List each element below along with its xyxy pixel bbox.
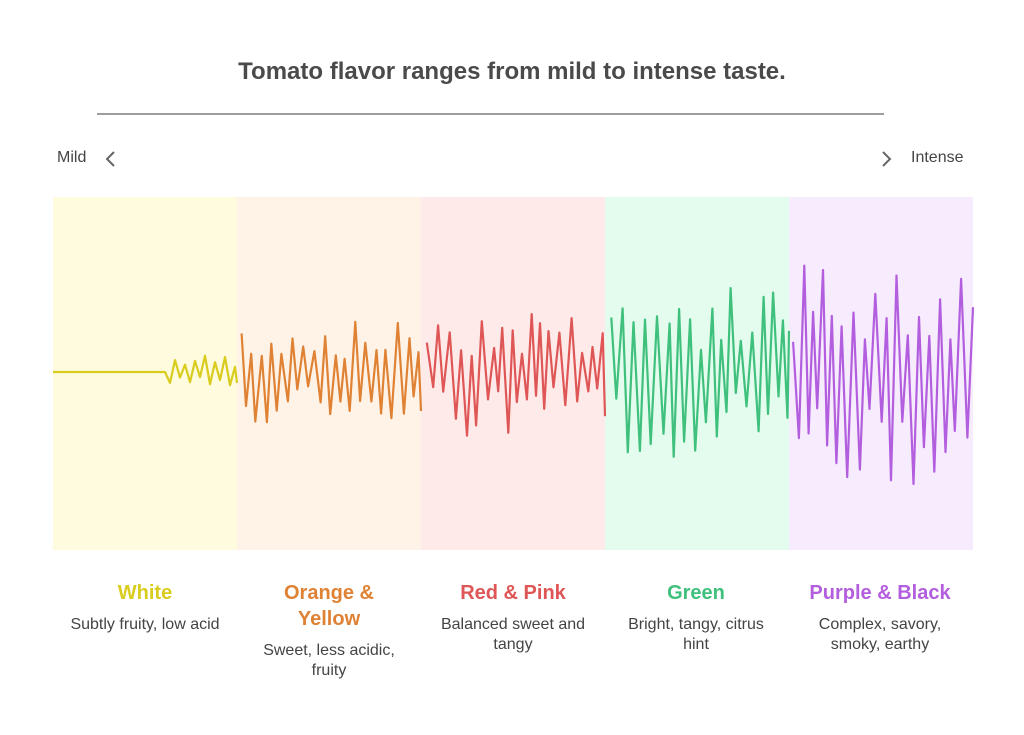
- category-name: Purple & Black: [809, 582, 951, 604]
- wave-purple-black: [792, 264, 975, 486]
- category-description: Bright, tangy, citrus hint: [628, 616, 764, 653]
- band-red-pink: [421, 197, 605, 550]
- band-white: [53, 197, 237, 550]
- wave-white: [53, 354, 239, 387]
- category-name: White: [117, 582, 173, 604]
- mild-label: Mild: [57, 149, 87, 166]
- intense-label: Intense: [911, 149, 964, 166]
- category-description: Subtly fruity, low acid: [70, 616, 220, 633]
- category-description: Sweet, less acidic, fruity: [263, 642, 395, 679]
- wave-orange-yellow: [240, 320, 423, 424]
- wave-green: [610, 287, 791, 458]
- band-orange-yellow: [237, 197, 421, 550]
- category-orange-yellow: Orange & Yellow Sweet, less acidic, frui…: [237, 580, 421, 681]
- title-divider: [97, 113, 884, 115]
- category-description: Balanced sweet and tangy: [440, 616, 586, 653]
- category-white: White Subtly fruity, low acid: [53, 580, 237, 635]
- category-red-pink: Red & Pink Balanced sweet and tangy: [421, 580, 605, 655]
- chart-title: Tomato flavor ranges from mild to intens…: [238, 58, 786, 85]
- wave-red-pink: [425, 313, 607, 437]
- category-name: Green: [667, 582, 725, 604]
- chevron-right-icon: [882, 151, 892, 167]
- category-description: Complex, savory, smoky, earthy: [818, 616, 942, 653]
- category-purple-black: Purple & Black Complex, savory, smoky, e…: [788, 580, 972, 655]
- category-green: Green Bright, tangy, citrus hint: [604, 580, 788, 655]
- category-name: Orange & Yellow: [283, 582, 375, 630]
- category-name: Red & Pink: [460, 582, 566, 604]
- chevron-left-icon: [105, 151, 115, 167]
